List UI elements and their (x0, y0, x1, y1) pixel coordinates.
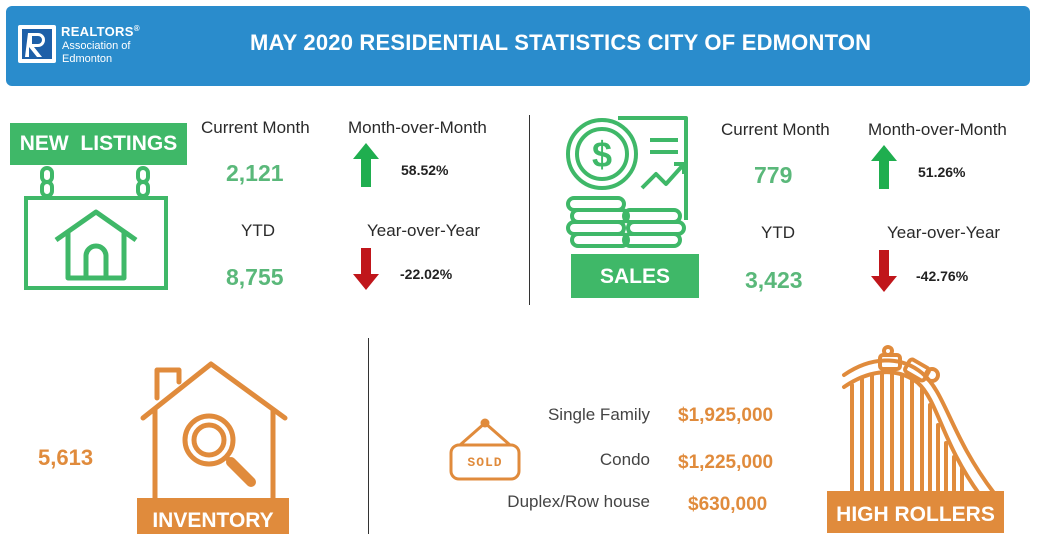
roller-coaster-icon (830, 345, 1000, 505)
inventory-value: 5,613 (38, 445, 94, 470)
sales-ytd-label: YTD (761, 223, 795, 242)
sales-ytd-value: 3,423 (745, 267, 803, 293)
hr-label-duplex: Duplex/Row house (507, 492, 650, 511)
nl-yoy-value: -22.02% (400, 266, 453, 282)
nl-current-month-label: Current Month (201, 118, 310, 137)
sales-mom-label: Month-over-Month (868, 120, 1007, 139)
logo-line1: REALTORS (61, 24, 134, 39)
sold-sign-icon (448, 417, 522, 483)
inventory-banner: INVENTORY (137, 498, 289, 534)
section-divider (529, 115, 530, 305)
hr-value-duplex: $630,000 (688, 494, 768, 515)
sales-banner: SALES (571, 254, 699, 298)
inventory-house-search-icon (135, 358, 295, 508)
arrow-down-icon (871, 250, 897, 297)
logo-line2: Association of (62, 40, 131, 52)
sales-money-icon: $ (558, 110, 708, 270)
logo-name: REALTORS® (61, 24, 140, 39)
high-rollers-banner: HIGH ROLLERS (827, 491, 1004, 533)
nl-ytd-value: 8,755 (226, 264, 284, 290)
sold-sign-text: SOLD (467, 455, 503, 470)
arrow-up-icon (871, 145, 897, 194)
nl-ytd-label: YTD (241, 221, 275, 240)
svg-text:$: $ (592, 134, 612, 175)
arrow-up-icon (353, 143, 379, 192)
nl-mom-value: 58.52% (401, 162, 449, 178)
hr-value-single-family: $1,925,000 (678, 405, 774, 426)
nl-mom-label: Month-over-Month (348, 118, 487, 137)
sales-yoy-value: -42.76% (916, 268, 969, 284)
sales-current-month-value: 779 (754, 162, 793, 188)
hr-label-single-family: Single Family (547, 405, 650, 424)
nl-current-month-value: 2,121 (226, 160, 284, 186)
sales-mom-value: 51.26% (918, 164, 966, 180)
new-listings-banner: NEW LISTINGS (10, 123, 187, 165)
new-listings-sign-icon (12, 118, 192, 298)
header-bar (6, 6, 1030, 86)
hr-label-condo: Condo (599, 450, 650, 469)
sales-yoy-label: Year-over-Year (887, 223, 1001, 242)
sales-current-month-label: Current Month (721, 120, 830, 139)
section-divider (368, 338, 369, 534)
logo-reg: ® (133, 24, 140, 33)
realtors-logo-icon (18, 25, 56, 63)
hr-value-condo: $1,225,000 (678, 452, 774, 473)
logo-line3: Edmonton (62, 53, 113, 65)
nl-yoy-label: Year-over-Year (367, 221, 481, 240)
page-title: MAY 2020 RESIDENTIAL STATISTICS CITY OF … (250, 30, 872, 55)
arrow-down-icon (353, 248, 379, 295)
